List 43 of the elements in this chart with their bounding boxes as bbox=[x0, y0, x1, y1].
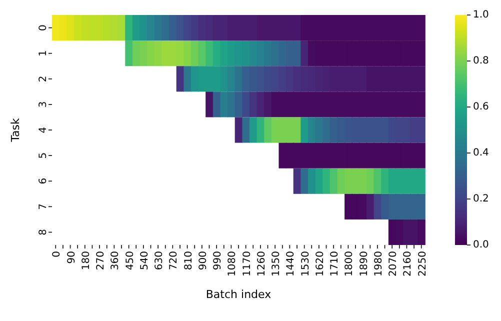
x-axis-title: Batch index bbox=[206, 288, 272, 301]
y-tick-label: 1 bbox=[38, 50, 49, 57]
color-bar-label: 0.4 bbox=[473, 148, 489, 158]
x-tick-label: 720 bbox=[168, 251, 180, 270]
x-tick-label: 1080 bbox=[227, 251, 238, 276]
x-tick-label: 90 bbox=[66, 251, 78, 264]
x-tick-label: 1890 bbox=[358, 251, 370, 276]
x-tick-label: 540 bbox=[139, 251, 150, 270]
y-tick-label: 0 bbox=[38, 24, 49, 31]
x-tick-label: 900 bbox=[198, 251, 209, 270]
y-tick-label: 3 bbox=[38, 101, 49, 108]
y-tick-label: 2 bbox=[38, 76, 49, 82]
x-tick-label: 1980 bbox=[373, 251, 384, 276]
x-tick-label: 2250 bbox=[417, 251, 428, 276]
x-tick-label: 180 bbox=[80, 251, 92, 270]
x-tick-label: 1350 bbox=[271, 251, 282, 276]
y-tick-label: 7 bbox=[38, 203, 49, 210]
x-tick-label: 1440 bbox=[286, 251, 297, 276]
y-axis-title: Task bbox=[9, 118, 22, 143]
color-bar-label: 0.6 bbox=[473, 102, 489, 112]
y-tick-label: 4 bbox=[38, 126, 49, 134]
color-bar-label: 0.2 bbox=[473, 194, 489, 204]
color-bar-label: 1.0 bbox=[473, 10, 489, 20]
x-tick-label: 1620 bbox=[314, 251, 326, 276]
x-tick-label: 810 bbox=[183, 251, 194, 270]
x-tick-label: 1170 bbox=[242, 251, 253, 276]
x-tick-label: 360 bbox=[110, 251, 122, 270]
x-tick-label: 1530 bbox=[300, 251, 312, 276]
x-tick-label: 1710 bbox=[330, 251, 341, 276]
y-tick-label: 6 bbox=[38, 178, 49, 184]
x-tick-label: 1800 bbox=[344, 251, 356, 276]
x-tick-label: 2160 bbox=[402, 251, 414, 276]
x-tick-label: 270 bbox=[96, 251, 107, 270]
y-tick-label: 8 bbox=[38, 229, 49, 236]
color-bar-label: 0.8 bbox=[473, 56, 489, 66]
x-tick-label: 0 bbox=[52, 251, 63, 258]
x-tick-label: 1260 bbox=[256, 251, 268, 276]
x-tick-label: 990 bbox=[212, 251, 224, 270]
color-bar-label: 0.0 bbox=[473, 240, 489, 250]
y-tick-label: 5 bbox=[38, 152, 49, 159]
x-tick-label: 2070 bbox=[388, 251, 400, 276]
x-tick-label: 450 bbox=[124, 251, 136, 270]
x-tick-label: 630 bbox=[154, 251, 166, 270]
